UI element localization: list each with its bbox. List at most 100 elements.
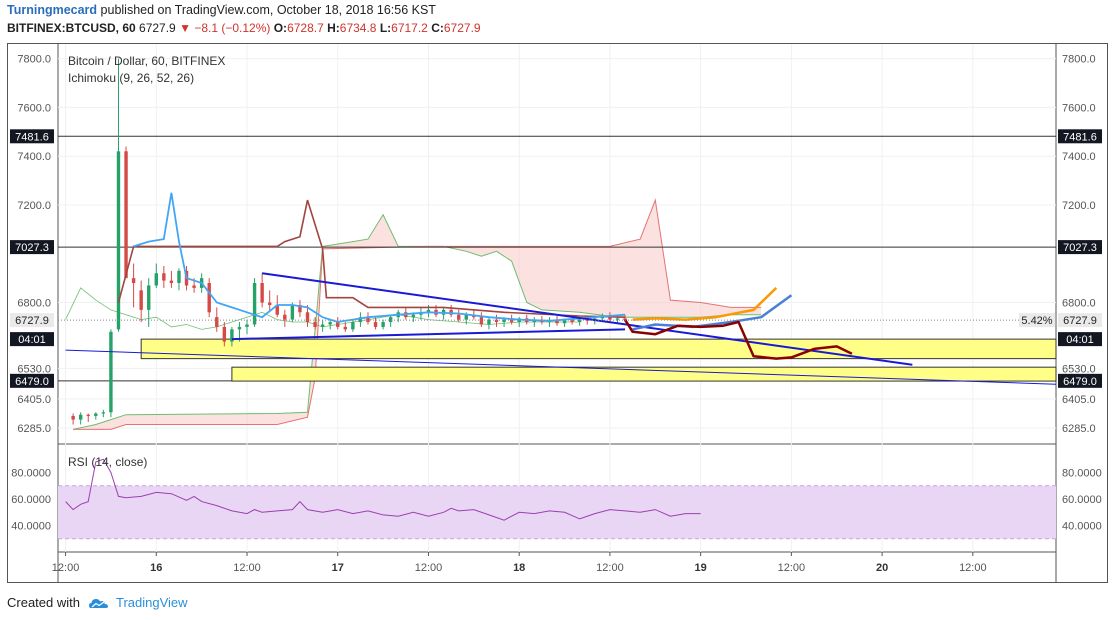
x-tick-label: 12:00 [233, 562, 261, 574]
close-label: C: [431, 21, 444, 35]
level-badge-left-bg [10, 129, 54, 144]
x-tick-label: 12:00 [52, 562, 80, 574]
candle-body-down [298, 304, 302, 313]
ichimoku-span-b [73, 198, 762, 430]
ichimoku-lagging-span [65, 287, 580, 330]
candle-body-up [230, 329, 234, 342]
level-badge-right-bg [1058, 240, 1102, 255]
candle-body-down [570, 319, 574, 323]
candle-body-down [449, 309, 453, 315]
x-tick-label: 18 [513, 562, 525, 574]
level-badge-right: 7481.6 [1063, 131, 1097, 143]
candle-body-down [71, 415, 75, 420]
symbol-label: BITFINEX:BTCUSD, 60 [7, 21, 136, 35]
rsi-y-tick-right: 80.0000 [1062, 468, 1102, 480]
candle-body-down [275, 304, 279, 315]
y-tick-right: 6405.0 [1062, 394, 1096, 406]
low-label: L: [379, 21, 392, 35]
rsi-y-tick-left: 60.0000 [11, 494, 51, 506]
percent-badge-bg [1019, 313, 1055, 328]
candle-body-down [509, 319, 514, 323]
level-badge-left-bg [10, 373, 54, 388]
close-value: 6727.9 [443, 21, 481, 35]
level-badge-left: 7027.3 [15, 242, 49, 254]
support-zone [231, 366, 1057, 382]
x-tick-label: 20 [876, 562, 888, 574]
y-tick-right: 7800.0 [1062, 54, 1096, 66]
price-badge-right-bg [1058, 313, 1102, 328]
candle-body-down [192, 285, 196, 288]
candle-body-up [147, 285, 151, 310]
time-badge-left: 04:01 [18, 334, 46, 346]
candle-body-down [283, 314, 287, 320]
time-badge-left-bg [10, 332, 54, 347]
candle-body-down [169, 280, 174, 284]
ichimoku-cloud [73, 200, 762, 430]
price-badge-right: 6727.9 [1063, 315, 1097, 327]
author-link[interactable]: Turningmecard [7, 3, 98, 17]
candle-body-up [94, 413, 98, 416]
long-trendline [65, 349, 1057, 385]
level-badge-left-bg [10, 240, 54, 255]
candle-body-up [78, 414, 83, 420]
candle-body-up [351, 322, 355, 330]
candle-body-up [320, 324, 325, 327]
indicator-legend: Ichimoku (9, 26, 52, 26) [68, 71, 194, 85]
candle-body-up [328, 322, 332, 325]
x-tick-label: 19 [695, 562, 707, 574]
y-tick-left: 7600.0 [17, 102, 51, 114]
last-price: 6727.9 [139, 21, 176, 35]
time-badge-right-bg [1058, 332, 1102, 347]
candle-body-down [207, 283, 211, 313]
time-badge-right: 04:01 [1066, 334, 1094, 346]
chart-container[interactable]: 7800.0 7800.0 7600.0 7600.0 7400.0 7400.0 7200… [7, 43, 1108, 583]
candle-body-up [577, 319, 582, 323]
x-tick-label: 12:00 [415, 562, 443, 574]
candle-body-down [336, 322, 340, 327]
symbol-header: BITFINEX:BTCUSD, 60 6727.9 ▼ −8.1 (−0.12… [7, 21, 481, 35]
candle-body-down [623, 318, 627, 321]
candle-body-up [464, 314, 468, 320]
candle-body-up [109, 331, 113, 413]
candle-body-down [585, 319, 589, 321]
descending-trendline [261, 272, 913, 366]
candle-body-up [237, 326, 242, 330]
y-tick-right: 7200.0 [1062, 200, 1096, 212]
y-tick-right: 6800.0 [1062, 298, 1096, 310]
candle-body-up [562, 319, 567, 324]
candle-body-up [358, 317, 363, 323]
y-tick-left: 7800.0 [17, 54, 51, 66]
candle-body-down [260, 283, 264, 303]
y-tick-right: 6285.0 [1062, 423, 1096, 435]
y-tick-left: 6530.0 [17, 363, 51, 375]
x-tick-label: 12:00 [596, 562, 624, 574]
candle-body-down [86, 414, 90, 416]
candle-body-up [101, 412, 106, 414]
published-text: published on TradingView.com, October 18… [100, 3, 436, 17]
chart-canvas[interactable]: 7800.0 7800.0 7600.0 7600.0 7400.0 7400.0 7200… [8, 44, 1107, 582]
tradingview-brand-link[interactable]: TradingView [115, 595, 188, 610]
candle-body-down [267, 302, 272, 305]
rsi-y-tick-right: 60.0000 [1062, 494, 1102, 506]
candle-body-down [343, 326, 348, 330]
candle-body-down [162, 273, 166, 281]
chart-title: Bitcoin / Dollar, 60, BITFINEX [68, 54, 225, 68]
candle-body-down [305, 312, 310, 323]
level-badge-right-bg [1058, 373, 1102, 388]
ichimoku-conversion-line [133, 192, 626, 323]
candle-body-up [487, 319, 491, 325]
rsi-y-tick-right: 40.0000 [1062, 521, 1102, 533]
rsi-band-fill [58, 485, 1056, 539]
candle-body-up [154, 273, 158, 286]
x-tick-label: 17 [332, 562, 344, 574]
down-arrow-icon: ▼ [179, 21, 191, 35]
high-value: 6734.8 [339, 21, 377, 35]
price-badge-left-bg [10, 313, 54, 328]
rsi-y-tick-left: 80.0000 [11, 468, 51, 480]
publish-header: Turningmecard published on TradingView.c… [7, 3, 436, 17]
open-value: 6728.7 [287, 21, 324, 35]
candle-body-down [366, 317, 370, 323]
candle-body-down [131, 278, 136, 284]
projection-path-orange [632, 287, 778, 321]
ichimoku-base-line [117, 199, 626, 318]
